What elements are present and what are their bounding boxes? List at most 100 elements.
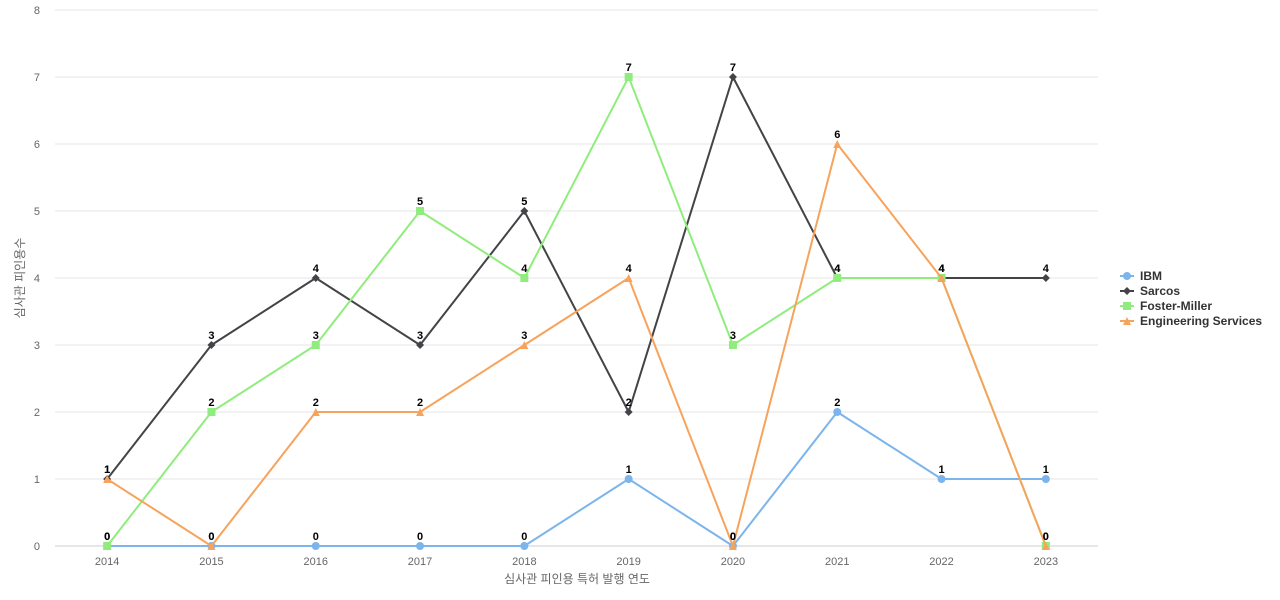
data-label: 4 [1043, 263, 1050, 275]
x-tick-label: 2019 [616, 556, 640, 568]
x-axis: 2014 2015 2016 2017 2018 2019 2020 2021 2022 2023 [95, 556, 1058, 568]
data-point-circle [1123, 272, 1131, 280]
data-label: 1 [104, 464, 110, 476]
legend-label: Foster-Miller [1140, 299, 1212, 313]
data-point-diamond [1041, 274, 1050, 282]
data-point-diamond [728, 73, 737, 81]
data-label: 2 [313, 397, 319, 409]
data-point-triangle [416, 408, 425, 416]
data-point-square [103, 542, 112, 550]
data-point-triangle [103, 475, 112, 483]
y-tick-label: 6 [34, 139, 40, 151]
data-point-square [624, 73, 633, 81]
data-point-circle [520, 542, 529, 550]
grid-lines [55, 9, 1098, 547]
data-label: 4 [834, 263, 841, 275]
data-point-triangle [728, 542, 737, 550]
data-label: 1 [626, 464, 632, 476]
data-label: 1 [1043, 464, 1049, 476]
data-label: 7 [730, 62, 736, 74]
data-point-triangle [1123, 317, 1131, 325]
data-point-triangle [311, 408, 320, 416]
data-point-diamond [520, 207, 529, 215]
data-label: 0 [730, 531, 736, 543]
data-label: 4 [626, 263, 633, 275]
data-point-circle [937, 475, 946, 483]
data-point-triangle [520, 341, 529, 349]
data-point-triangle [833, 140, 842, 148]
y-tick-label: 3 [34, 340, 40, 352]
data-point-triangle [937, 274, 946, 282]
x-axis-title: 심사관 피인용 특허 발행 연도 [504, 571, 650, 586]
x-tick-label: 2017 [408, 556, 432, 568]
data-label: 1 [104, 464, 110, 476]
data-point-square [416, 207, 425, 215]
data-point-square [833, 274, 842, 282]
y-tick-label: 4 [34, 273, 40, 285]
legend-item-engineering-services[interactable]: Engineering Services [1120, 314, 1262, 328]
data-point-triangle [624, 274, 633, 282]
data-label: 3 [521, 330, 527, 342]
x-tick-label: 2020 [721, 556, 745, 568]
data-label: 4 [834, 263, 841, 275]
data-label: 3 [208, 330, 214, 342]
x-tick-label: 2023 [1034, 556, 1058, 568]
data-point-circle [311, 542, 320, 550]
data-label: 5 [521, 196, 527, 208]
data-point-circle [1041, 475, 1050, 483]
y-tick-label: 5 [34, 206, 40, 218]
legend-label: IBM [1140, 269, 1162, 283]
legend-label: Engineering Services [1140, 314, 1262, 328]
x-tick-label: 2014 [95, 556, 119, 568]
data-point-square [311, 341, 320, 349]
data-point-diamond [207, 341, 216, 349]
legend-label: Sarcos [1140, 284, 1180, 298]
data-label: 4 [521, 263, 528, 275]
series-lines [103, 73, 1050, 550]
data-label: 0 [1043, 531, 1049, 543]
series-line-engineering-services [106, 143, 1047, 547]
data-label: 6 [834, 129, 840, 141]
data-label: 2 [417, 397, 423, 409]
data-label: 0 [730, 531, 736, 543]
data-label: 0 [521, 531, 527, 543]
data-label: 0 [104, 531, 110, 543]
series-engineering-services [103, 140, 1050, 550]
data-label: 4 [313, 263, 320, 275]
data-label: 2 [834, 397, 840, 409]
y-tick-label: 7 [34, 72, 40, 84]
x-tick-label: 2018 [512, 556, 536, 568]
data-label: 0 [104, 531, 110, 543]
data-label: 3 [313, 330, 319, 342]
data-label: 7 [626, 62, 632, 74]
data-label: 3 [730, 330, 736, 342]
data-point-triangle [1041, 542, 1050, 550]
x-tick-label: 2015 [199, 556, 223, 568]
data-point-diamond [624, 408, 633, 416]
legend-item-ibm[interactable]: IBM [1120, 269, 1162, 283]
data-label: 2 [208, 397, 214, 409]
data-label: 3 [417, 330, 423, 342]
data-point-square [207, 408, 216, 416]
data-point-square [728, 341, 737, 349]
y-axis-title: 심사관 피인용수 [13, 238, 27, 319]
y-tick-label: 0 [34, 541, 40, 553]
series-line-ibm [107, 411, 1046, 547]
legend-item-sarcos[interactable]: Sarcos [1120, 284, 1180, 298]
data-point-diamond [1123, 287, 1131, 295]
data-label: 1 [938, 464, 944, 476]
y-tick-label: 1 [34, 474, 40, 486]
data-point-circle [624, 475, 633, 483]
data-label: 2 [626, 397, 632, 409]
data-point-diamond [311, 274, 320, 282]
legend-item-foster-miller[interactable]: Foster-Miller [1120, 299, 1212, 313]
y-axis: 0 1 2 3 4 5 6 7 8 [34, 5, 40, 553]
x-tick-label: 2021 [825, 556, 849, 568]
data-label: 0 [313, 531, 319, 543]
data-point-diamond [416, 341, 425, 349]
data-label: 0 [208, 531, 214, 543]
